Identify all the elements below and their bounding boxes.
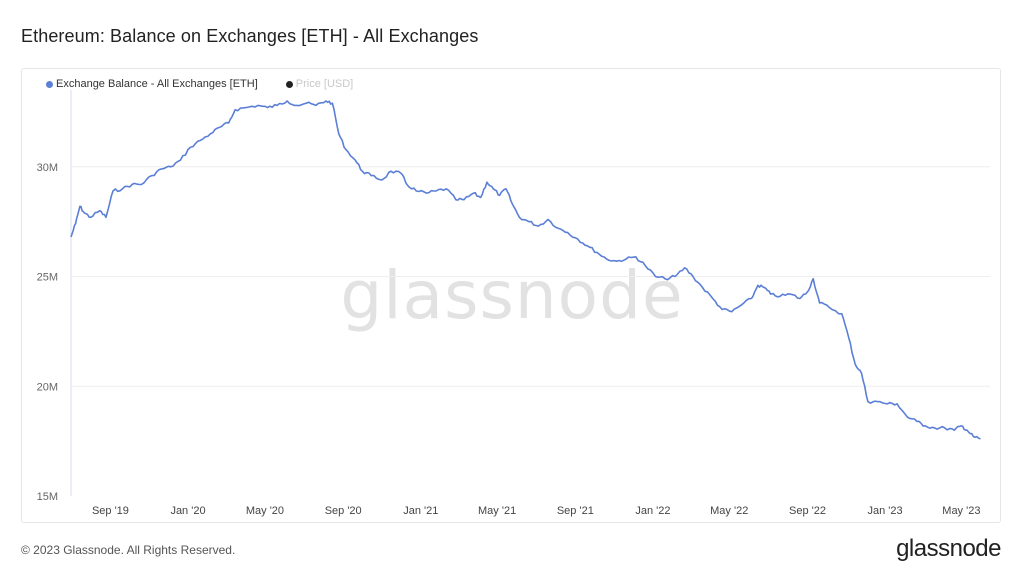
x-tick-label: Sep '21 (557, 505, 594, 517)
legend-item-exchange-balance[interactable]: Exchange Balance - All Exchanges [ETH] (46, 78, 258, 90)
series-layer (70, 100, 981, 440)
y-tick-label: 25M (37, 272, 58, 284)
grid-lines (71, 166, 990, 387)
legend-label-exchange-balance: Exchange Balance - All Exchanges [ETH] (56, 78, 258, 90)
x-tick-label: May '22 (710, 505, 748, 517)
x-tick-label: Sep '19 (92, 505, 129, 517)
chart-panel (21, 68, 1001, 523)
series-line-exchange-balance (70, 100, 981, 440)
copyright: © 2023 Glassnode. All Rights Reserved. (21, 543, 236, 557)
x-tick-label: Sep '22 (789, 505, 826, 517)
legend-dot-price (285, 80, 293, 88)
legend-dot-exchange-balance (46, 80, 53, 88)
chart-title: Ethereum: Balance on Exchanges [ETH] - A… (21, 26, 479, 46)
x-tick-label: Jan '23 (867, 505, 902, 517)
y-tick-label: 15M (37, 491, 58, 503)
y-tick-label: 20M (37, 381, 58, 393)
watermark: glassnode (340, 257, 683, 334)
x-tick-label: Sep '20 (325, 505, 362, 517)
x-axis: Sep '19 Jan '20 May '20 Sep '20 Jan '21 May '… (92, 505, 981, 517)
y-tick-label: 30M (37, 162, 58, 174)
x-tick-label: Jan '22 (635, 505, 670, 517)
y-axis: 15M 20M 25M 30M (37, 162, 58, 503)
legend-label-price: Price [USD] (295, 78, 354, 90)
brand-logo[interactable]: glassnode (896, 535, 1001, 562)
x-tick-label: May '20 (246, 505, 284, 517)
x-tick-label: Jan '20 (170, 505, 205, 517)
x-tick-label: Jan '21 (403, 505, 438, 517)
legend-item-price[interactable]: Price [USD] (285, 78, 354, 90)
x-tick-label: May '21 (478, 505, 516, 517)
x-tick-label: May '23 (942, 505, 980, 517)
legend: Exchange Balance - All Exchanges [ETH] P… (46, 78, 375, 90)
